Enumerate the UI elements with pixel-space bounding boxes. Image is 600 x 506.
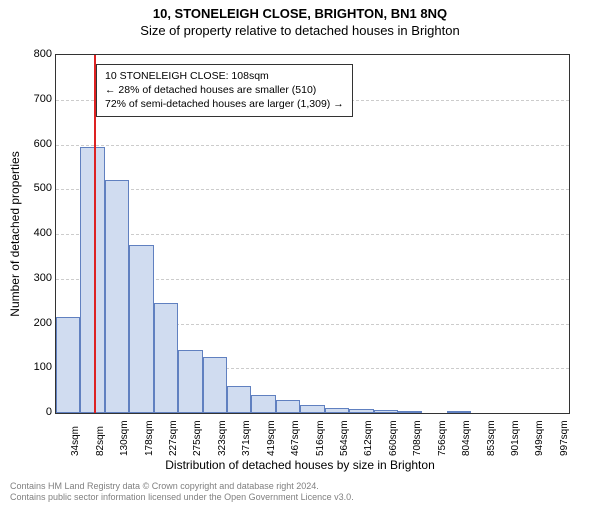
annotation-line: ← 28% of detached houses are smaller (51… bbox=[105, 83, 344, 97]
gridline bbox=[56, 189, 569, 190]
histogram-bar bbox=[447, 411, 471, 413]
y-tick-label: 600 bbox=[12, 138, 52, 150]
y-tick-label: 700 bbox=[12, 93, 52, 105]
x-tick-label: 853sqm bbox=[486, 420, 497, 456]
x-tick-label: 949sqm bbox=[534, 420, 545, 456]
x-tick-label: 275sqm bbox=[192, 420, 203, 456]
histogram-bar bbox=[56, 317, 80, 413]
histogram-bar bbox=[105, 180, 129, 413]
y-tick-label: 400 bbox=[12, 227, 52, 239]
x-tick-label: 34sqm bbox=[70, 426, 81, 456]
histogram-bar bbox=[374, 410, 398, 413]
x-tick-label: 178sqm bbox=[144, 420, 155, 456]
gridline bbox=[56, 145, 569, 146]
gridline bbox=[56, 234, 569, 235]
annotation-line: 72% of semi-detached houses are larger (… bbox=[105, 97, 344, 111]
x-tick-label: 419sqm bbox=[266, 420, 277, 456]
x-tick-label: 371sqm bbox=[241, 420, 252, 456]
x-tick-label: 323sqm bbox=[217, 420, 228, 456]
x-tick-label: 612sqm bbox=[363, 420, 374, 456]
x-tick-row: 34sqm 82sqm 130sqm 178sqm 227sqm 275sqm 323sqm… bbox=[55, 416, 570, 461]
chart-title-secondary: Size of property relative to detached ho… bbox=[0, 23, 600, 38]
histogram-bar bbox=[325, 408, 349, 413]
annotation-line: 10 STONELEIGH CLOSE: 108sqm bbox=[105, 69, 344, 83]
footer-line: Contains HM Land Registry data © Crown c… bbox=[10, 481, 354, 492]
y-tick-label: 300 bbox=[12, 272, 52, 284]
x-tick-label: 227sqm bbox=[168, 420, 179, 456]
x-tick-label: 130sqm bbox=[119, 420, 130, 456]
histogram-bar bbox=[129, 245, 153, 413]
x-tick-label: 660sqm bbox=[388, 420, 399, 456]
histogram-bar bbox=[80, 147, 104, 413]
histogram-bar bbox=[203, 357, 227, 413]
chart-title-primary: 10, STONELEIGH CLOSE, BRIGHTON, BN1 8NQ bbox=[0, 6, 600, 21]
x-tick-label: 82sqm bbox=[95, 426, 106, 456]
x-axis-label: Distribution of detached houses by size … bbox=[0, 458, 600, 472]
histogram-bar bbox=[178, 350, 202, 413]
histogram-bar bbox=[227, 386, 251, 413]
x-tick-label: 516sqm bbox=[315, 420, 326, 456]
y-tick-label: 800 bbox=[12, 48, 52, 60]
x-tick-label: 997sqm bbox=[559, 420, 570, 456]
histogram-bar bbox=[154, 303, 178, 413]
x-tick-label: 901sqm bbox=[510, 420, 521, 456]
histogram-bar bbox=[349, 409, 373, 413]
x-tick-label: 708sqm bbox=[412, 420, 423, 456]
y-tick-label: 100 bbox=[12, 361, 52, 373]
y-tick-label: 0 bbox=[12, 406, 52, 418]
x-tick-label: 564sqm bbox=[339, 420, 350, 456]
y-tick-label: 200 bbox=[12, 317, 52, 329]
x-tick-label: 467sqm bbox=[290, 420, 301, 456]
footer-line: Contains public sector information licen… bbox=[10, 492, 354, 503]
x-tick-label: 756sqm bbox=[437, 420, 448, 456]
histogram-bar bbox=[300, 405, 324, 413]
y-tick-label: 500 bbox=[12, 182, 52, 194]
annotation-box: 10 STONELEIGH CLOSE: 108sqm← 28% of deta… bbox=[96, 64, 353, 117]
histogram-bar bbox=[251, 395, 275, 413]
histogram-bar bbox=[276, 400, 300, 413]
histogram-bar bbox=[398, 411, 422, 413]
x-tick-label: 804sqm bbox=[461, 420, 472, 456]
